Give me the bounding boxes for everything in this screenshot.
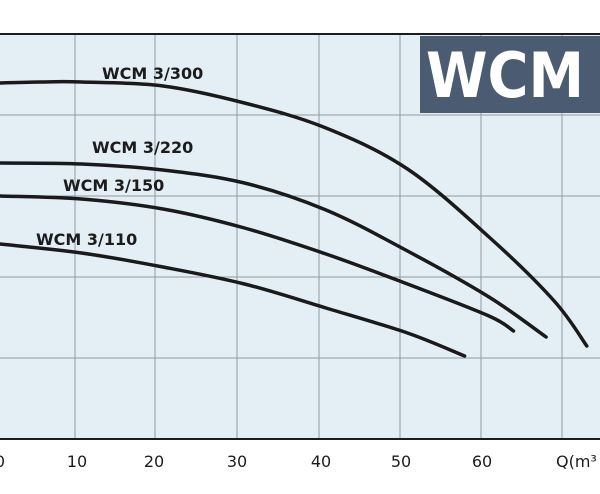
curve-wcm-3-150 bbox=[0, 194, 516, 333]
x-tick-label: 40 bbox=[311, 452, 331, 471]
series-label: WCM 3/300 bbox=[102, 64, 203, 83]
plot-frame bbox=[0, 33, 600, 440]
series-label: WCM 3/150 bbox=[63, 176, 164, 195]
x-tick-label: 30 bbox=[227, 452, 247, 471]
x-tick-label: 0 bbox=[0, 452, 5, 471]
curve-wcm-3-220 bbox=[0, 161, 548, 339]
x-tick-labels: 0 10 20 30 40 50 60 bbox=[0, 452, 492, 471]
chart-title: WCM 3 bbox=[426, 39, 600, 112]
pump-curves bbox=[0, 79, 589, 358]
curve-wcm-3-110 bbox=[0, 242, 467, 358]
curve-wcm-3-300 bbox=[0, 79, 589, 348]
title-background bbox=[420, 36, 600, 113]
series-labels: WCM 3/300 WCM 3/220 WCM 3/150 WCM 3/110 bbox=[36, 64, 203, 249]
series-label: WCM 3/110 bbox=[36, 230, 137, 249]
chart-title-box: WCM 3 bbox=[420, 36, 600, 113]
x-tick-label: 50 bbox=[391, 452, 411, 471]
x-axis-label: Q(m³ bbox=[556, 452, 597, 471]
x-tick-label: 60 bbox=[472, 452, 492, 471]
x-tick-label: 10 bbox=[67, 452, 87, 471]
series-label: WCM 3/220 bbox=[92, 138, 193, 157]
x-tick-label: 20 bbox=[144, 452, 164, 471]
